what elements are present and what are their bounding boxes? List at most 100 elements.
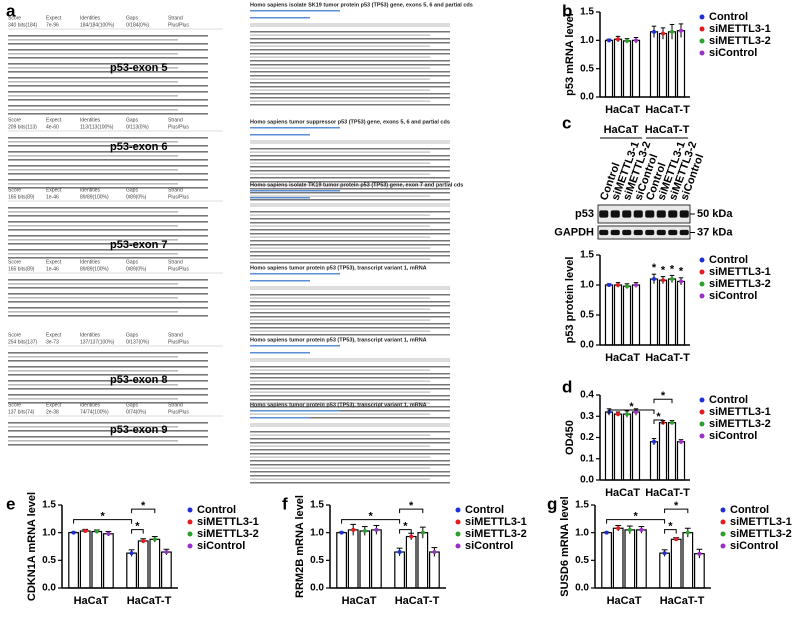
bar — [676, 441, 686, 481]
blot-group: HaCaT-T — [645, 124, 690, 136]
y-tick-label: 1.0 — [580, 35, 594, 46]
field-value: 0/74(0%) — [126, 409, 147, 415]
sequence-line — [8, 183, 178, 185]
sequence-line — [250, 56, 430, 58]
sequence-line — [250, 162, 430, 164]
field-value: 1e-46 — [46, 194, 59, 200]
sequence-line — [250, 60, 450, 62]
field-name: Gaps — [126, 117, 138, 123]
legend-swatch — [720, 519, 726, 525]
sequence-line — [8, 422, 208, 424]
y-axis-label: RRM2B mRNA level — [294, 495, 306, 598]
sequence-line — [8, 374, 208, 376]
mean-dot — [652, 439, 656, 444]
sequence-line — [250, 460, 450, 462]
y-tick-label: 0.0 — [310, 583, 324, 594]
sequence-line — [8, 229, 208, 231]
sequence-line — [250, 229, 450, 231]
significance: * — [409, 500, 414, 512]
blot-row: GAPDH — [554, 226, 594, 238]
hit-title: Homo sapiens tumor suppressor p53 (TP53)… — [250, 119, 450, 125]
sequence-line — [8, 155, 178, 157]
sequence-line — [250, 42, 450, 44]
bar — [682, 532, 694, 589]
x-tick-label: HaCaT-T — [645, 352, 690, 364]
sequence-line — [8, 77, 208, 79]
sequence-line — [8, 315, 208, 317]
sequence-line — [8, 287, 208, 289]
bar — [371, 529, 382, 589]
bar — [658, 279, 668, 346]
sequence-line — [8, 67, 178, 69]
sequence-line — [250, 384, 450, 386]
bar — [405, 535, 417, 589]
legend-label: siMETTL3-2 — [730, 528, 792, 540]
sequence-line — [250, 211, 450, 213]
field-name: Identities — [80, 259, 101, 265]
y-tick-label: 1.5 — [575, 500, 589, 511]
y-axis-label: p53 protein level — [564, 257, 576, 344]
sequence-line — [8, 436, 208, 438]
bar — [622, 413, 632, 481]
sequence-line — [250, 195, 430, 197]
sequence-line — [8, 440, 178, 442]
sequence-line — [250, 482, 450, 484]
sequence-line — [250, 34, 430, 36]
field-value: 340 bits(184) — [8, 22, 38, 28]
mean-dot — [604, 530, 609, 535]
sequence-line — [8, 105, 208, 107]
sequence-line — [250, 388, 450, 390]
legend-label: Control — [709, 394, 748, 406]
mean-dot — [627, 527, 632, 532]
band — [622, 229, 632, 236]
significance: * — [100, 511, 105, 523]
legend-swatch — [187, 531, 193, 537]
legend-label: siControl — [709, 290, 757, 302]
mean-dot — [71, 530, 76, 535]
blot-size: 37 kDa — [697, 226, 733, 238]
sequence-line — [8, 169, 178, 171]
sequence-line — [250, 53, 450, 55]
sequence-line — [250, 218, 450, 220]
bar — [149, 538, 161, 589]
field-value: Plus/Plus — [168, 22, 189, 28]
bar — [667, 278, 677, 346]
sequence-line — [250, 244, 450, 246]
sequence-line — [8, 279, 208, 281]
legend-swatch — [699, 281, 705, 287]
exon-label: p53-exon 5 — [110, 62, 167, 74]
mean-dot — [670, 277, 674, 281]
field-name: Strand — [168, 117, 183, 123]
bracket — [73, 519, 133, 524]
sequence-line — [8, 179, 208, 181]
x-tick-label: HaCaT-T — [645, 104, 690, 116]
legend-swatch — [720, 531, 726, 537]
sequence-line — [250, 251, 450, 253]
legend-label: siControl — [465, 540, 513, 552]
field-value: 0/89(0%) — [126, 266, 147, 272]
field-name: Expect — [46, 15, 62, 21]
bar — [137, 540, 149, 589]
mean-dot — [634, 38, 638, 43]
y-tick-label: 0.5 — [42, 555, 56, 566]
legend-swatch — [699, 26, 705, 32]
field-name: Expect — [46, 402, 62, 408]
sequence-line — [8, 53, 178, 55]
sequence-line — [250, 323, 450, 325]
field-value: Plus/Plus — [168, 266, 189, 272]
bar — [601, 532, 612, 589]
sequence-line — [8, 257, 208, 259]
sequence-line — [250, 64, 450, 66]
x-tick-label: HaCaT-T — [660, 595, 705, 607]
field-value: 4e-60 — [46, 124, 59, 130]
legend-label: siMETTL3-1 — [709, 266, 771, 278]
bar — [359, 530, 371, 589]
legend-label: siMETTL3-2 — [465, 528, 527, 540]
legend-label: siControl — [709, 430, 757, 442]
sequence-line — [250, 305, 450, 307]
legend-label: siControl — [709, 47, 757, 59]
sequence-line — [250, 100, 430, 102]
field-name: Expect — [46, 117, 62, 123]
sequence-line — [250, 334, 450, 336]
bar — [604, 39, 614, 98]
